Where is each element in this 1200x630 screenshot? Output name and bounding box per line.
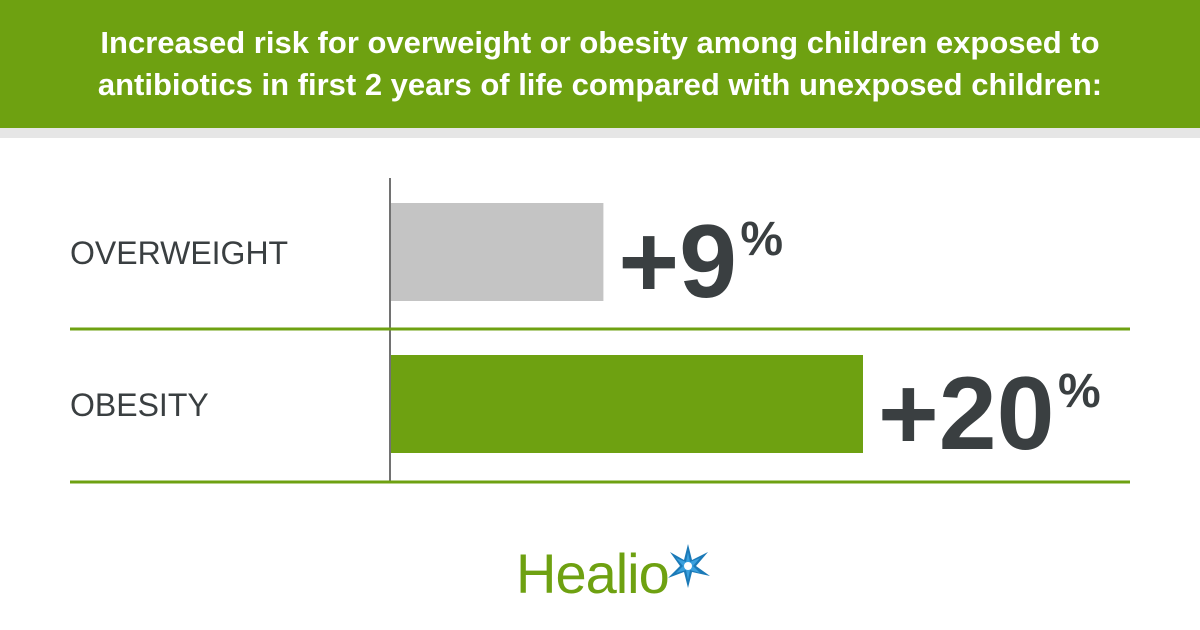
category-label-overweight: OVERWEIGHT: [70, 235, 288, 271]
bar-obesity: [391, 355, 863, 453]
bar-overweight: [391, 203, 604, 301]
logo-text: Healio: [516, 542, 670, 605]
page-title: Increased risk for overweight or obesity…: [97, 25, 1103, 102]
healio-logo: Healio: [516, 542, 716, 612]
header-banner: Increased risk for overweight or obesity…: [0, 0, 1200, 128]
percent-sign-overweight: %: [740, 213, 783, 266]
category-label-obesity: OBESITY: [70, 387, 209, 423]
percent-sign-obesity: %: [1058, 365, 1101, 418]
value-label-overweight: +9: [618, 204, 737, 320]
star-icon: [668, 544, 710, 588]
value-label-obesity: +20: [878, 356, 1054, 472]
header-divider: [0, 128, 1200, 138]
